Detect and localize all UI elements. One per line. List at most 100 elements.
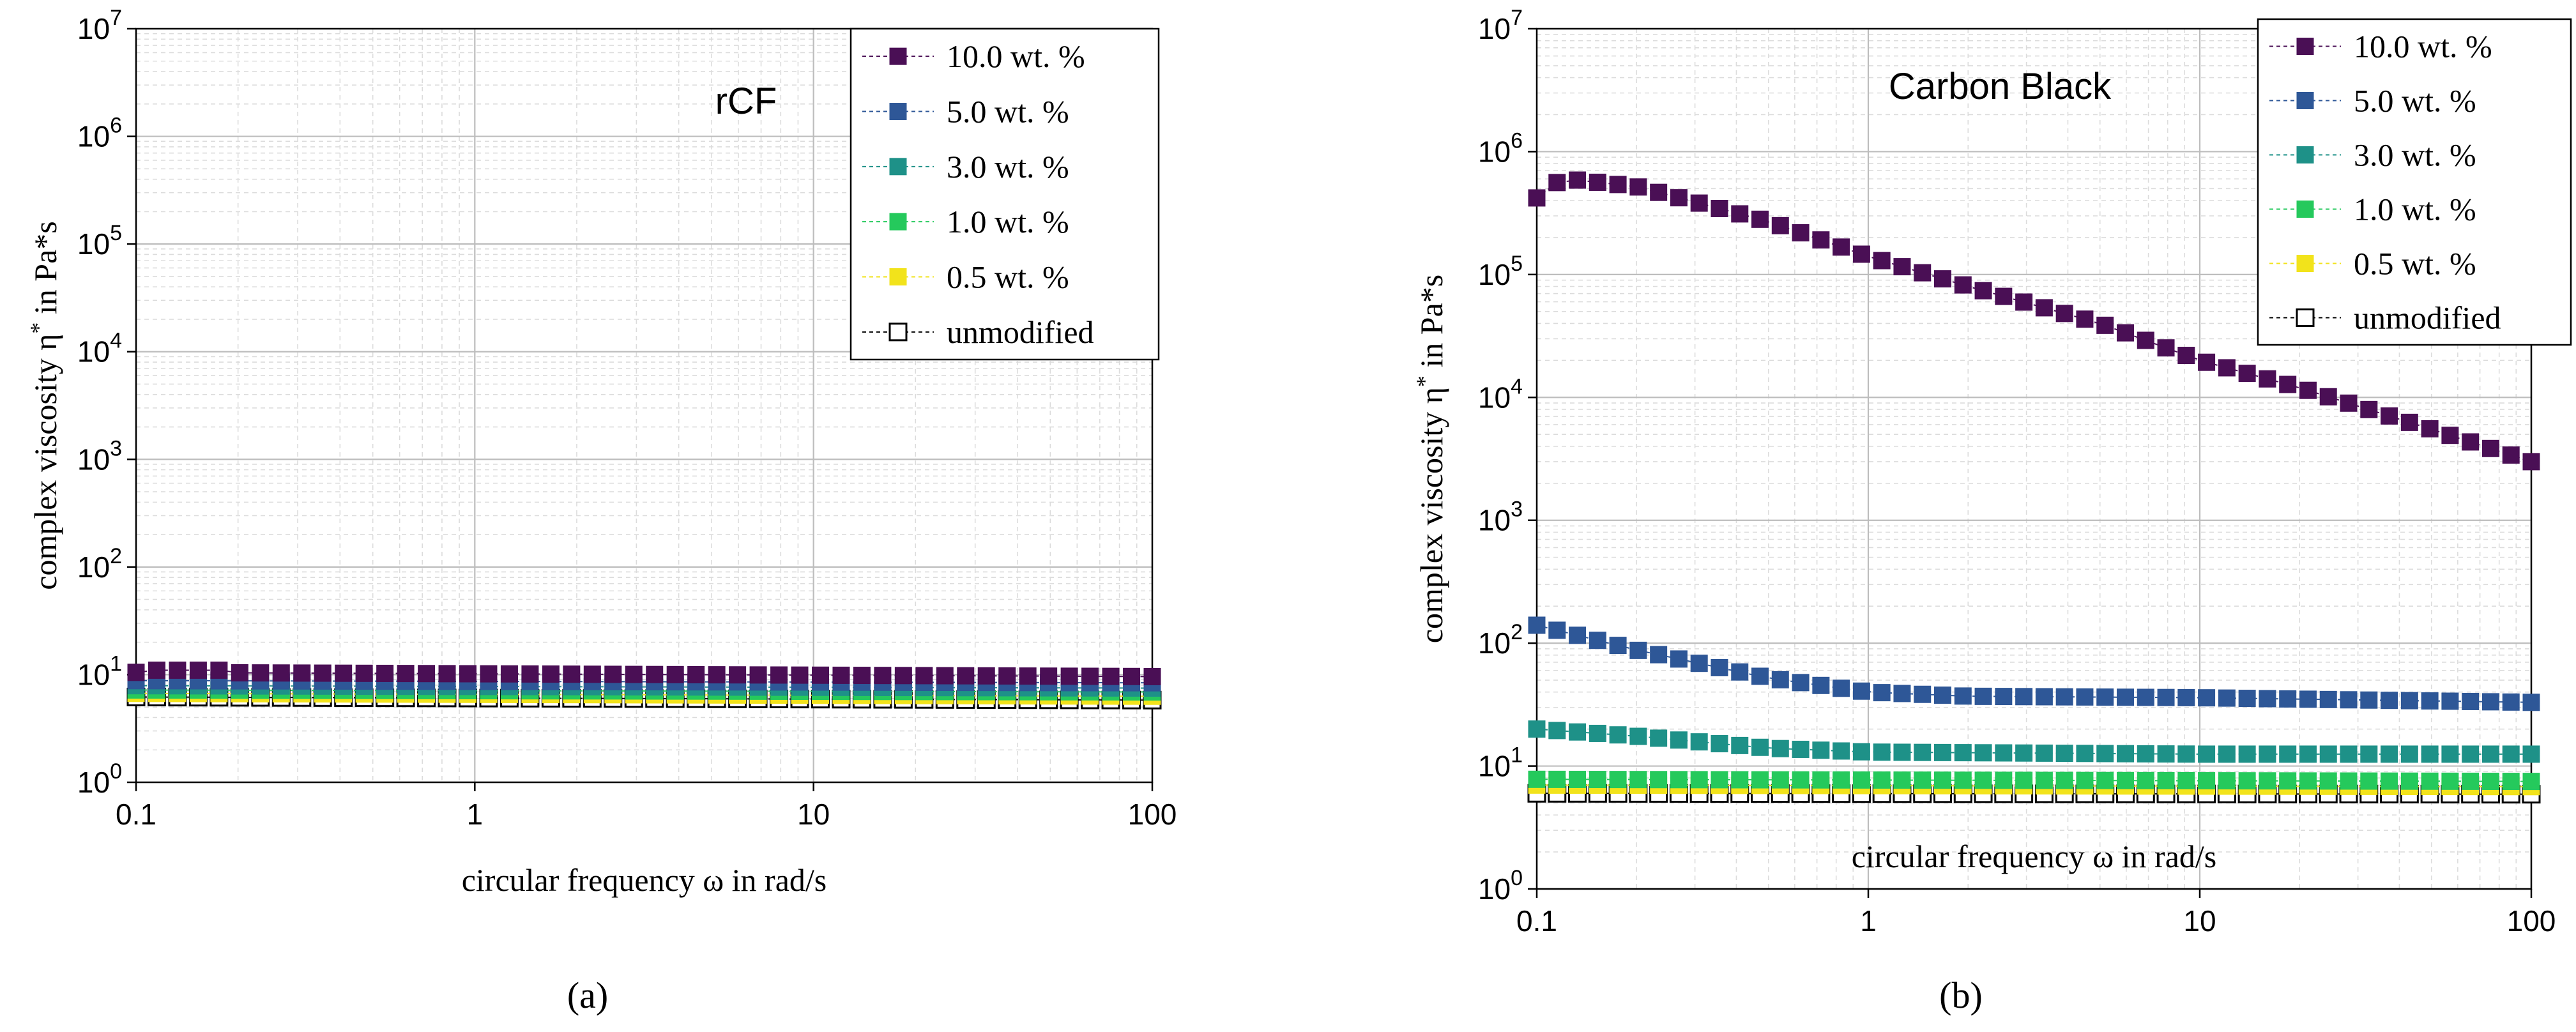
data-point bbox=[1731, 663, 1749, 681]
data-point bbox=[2441, 692, 2459, 710]
data-point bbox=[2319, 772, 2337, 790]
data-point bbox=[1914, 771, 1932, 789]
data-point bbox=[749, 666, 767, 684]
x-tick-label: 1 bbox=[467, 798, 484, 831]
data-point bbox=[2157, 339, 2175, 357]
series-group bbox=[1527, 171, 2541, 804]
data-point bbox=[1650, 183, 1668, 201]
x-axis-label: circular frequency ω in rad/s bbox=[1852, 838, 2217, 874]
data-point bbox=[2218, 359, 2236, 377]
data-point bbox=[2157, 745, 2175, 763]
data-point bbox=[1833, 679, 1850, 697]
data-point bbox=[2096, 316, 2114, 334]
y-tick-label: 103 bbox=[77, 436, 122, 476]
data-point bbox=[397, 665, 415, 683]
data-point bbox=[2279, 772, 2297, 790]
data-point bbox=[1771, 740, 1789, 757]
data-point bbox=[2462, 772, 2480, 790]
legend-label: 1.0 wt. % bbox=[947, 204, 1069, 239]
legend-item: 1.0 wt. % bbox=[2269, 192, 2476, 227]
data-point bbox=[1995, 688, 2013, 706]
data-point bbox=[1528, 616, 1546, 634]
data-point bbox=[2015, 688, 2033, 706]
data-point bbox=[2259, 745, 2276, 763]
data-point bbox=[2076, 688, 2094, 706]
data-point bbox=[1893, 258, 1911, 276]
data-point bbox=[1914, 685, 1932, 703]
data-point bbox=[2360, 691, 2378, 709]
data-point bbox=[2116, 745, 2134, 763]
data-point bbox=[791, 666, 809, 684]
data-point bbox=[169, 661, 187, 679]
data-point bbox=[1751, 210, 1769, 228]
legend-box bbox=[850, 27, 1160, 361]
data-point bbox=[252, 664, 270, 682]
y-tick-label: 101 bbox=[1478, 743, 1523, 783]
legend-marker bbox=[2296, 146, 2314, 163]
data-point bbox=[2381, 407, 2398, 425]
data-point bbox=[1569, 626, 1587, 644]
y-tick-label: 103 bbox=[1478, 497, 1523, 537]
data-point bbox=[1609, 637, 1627, 655]
data-point bbox=[2238, 745, 2256, 763]
data-point bbox=[583, 665, 601, 683]
legend-item: 10.0 wt. % bbox=[2269, 29, 2492, 64]
data-point bbox=[2400, 413, 2418, 431]
data-point bbox=[1081, 667, 1099, 685]
data-point bbox=[563, 665, 581, 683]
data-point bbox=[2137, 771, 2154, 789]
data-point bbox=[148, 661, 165, 679]
legend-marker bbox=[889, 158, 907, 176]
data-point bbox=[2116, 324, 2134, 342]
data-point bbox=[1711, 199, 1728, 217]
data-point bbox=[936, 667, 954, 685]
data-point bbox=[1548, 621, 1566, 639]
data-point bbox=[1629, 727, 1647, 745]
data-point bbox=[2299, 745, 2317, 763]
data-point bbox=[1629, 771, 1647, 789]
data-point bbox=[2381, 745, 2398, 763]
y-tick-label: 107 bbox=[77, 6, 122, 45]
legend-marker bbox=[889, 47, 907, 65]
data-point bbox=[2157, 771, 2175, 789]
data-point bbox=[729, 666, 747, 684]
data-point bbox=[231, 664, 248, 682]
data-point bbox=[1934, 771, 1952, 789]
data-point bbox=[1731, 736, 1749, 754]
series-3-0-wt- bbox=[1528, 720, 2540, 763]
legend-label: 3.0 wt. % bbox=[2354, 137, 2476, 173]
data-point bbox=[2360, 745, 2378, 763]
data-point bbox=[459, 665, 477, 683]
data-point bbox=[2015, 771, 2033, 789]
legend-label: 0.5 wt. % bbox=[947, 259, 1069, 295]
x-tick-label: 100 bbox=[1128, 798, 1177, 831]
y-tick-label: 107 bbox=[1478, 6, 1523, 45]
data-point bbox=[2481, 693, 2499, 711]
y-tick-label: 106 bbox=[1478, 128, 1523, 168]
data-point bbox=[293, 664, 311, 682]
legend-marker bbox=[889, 213, 907, 231]
data-point bbox=[2381, 772, 2398, 790]
data-point bbox=[2360, 400, 2378, 418]
data-point bbox=[2177, 347, 2195, 365]
data-point bbox=[2137, 745, 2154, 763]
data-point bbox=[1934, 687, 1952, 704]
data-point bbox=[2279, 745, 2297, 763]
data-point bbox=[521, 665, 539, 683]
legend-item: 5.0 wt. % bbox=[862, 94, 1069, 130]
data-point bbox=[1833, 742, 1850, 760]
data-point bbox=[1528, 770, 1546, 788]
data-point bbox=[1771, 216, 1789, 234]
data-point bbox=[2177, 745, 2195, 763]
data-point bbox=[1040, 667, 1058, 685]
legend-item: 0.5 wt. % bbox=[2269, 246, 2476, 282]
x-tick-label: 10 bbox=[2183, 904, 2216, 937]
data-point bbox=[1852, 682, 1870, 700]
data-point bbox=[2096, 771, 2114, 789]
data-point bbox=[1812, 741, 1830, 759]
data-point bbox=[1629, 641, 1647, 659]
caption-a: (a) bbox=[567, 975, 608, 1016]
data-point bbox=[189, 661, 207, 679]
data-point bbox=[1995, 744, 2013, 762]
